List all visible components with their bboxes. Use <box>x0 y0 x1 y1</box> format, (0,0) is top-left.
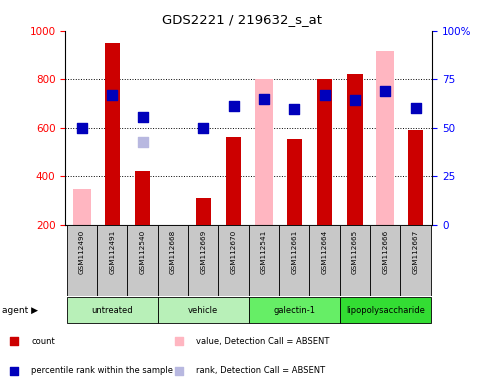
Bar <box>158 297 249 323</box>
Point <box>351 97 359 103</box>
Bar <box>400 225 431 296</box>
Point <box>108 92 116 98</box>
Point <box>260 96 268 102</box>
Point <box>175 338 183 344</box>
Text: GSM112541: GSM112541 <box>261 230 267 274</box>
Text: value, Detection Call = ABSENT: value, Detection Call = ABSENT <box>196 337 329 346</box>
Bar <box>218 225 249 296</box>
Bar <box>376 51 394 225</box>
Bar <box>97 225 128 296</box>
Text: GSM112490: GSM112490 <box>79 230 85 274</box>
Text: GSM112668: GSM112668 <box>170 230 176 274</box>
Text: GSM112664: GSM112664 <box>322 230 327 274</box>
Text: vehicle: vehicle <box>188 306 218 314</box>
Text: GSM112667: GSM112667 <box>412 230 419 274</box>
Text: galectin-1: galectin-1 <box>273 306 315 314</box>
Bar <box>196 198 211 225</box>
Point <box>382 88 389 94</box>
Bar <box>317 79 332 225</box>
Point <box>230 103 238 109</box>
Bar <box>226 137 241 225</box>
Bar <box>67 297 158 323</box>
Text: GSM112670: GSM112670 <box>230 230 237 274</box>
Text: rank, Detection Call = ABSENT: rank, Detection Call = ABSENT <box>196 366 325 376</box>
Bar <box>249 297 340 323</box>
Bar <box>340 225 370 296</box>
Text: GDS2221 / 219632_s_at: GDS2221 / 219632_s_at <box>161 13 322 26</box>
Bar <box>408 130 423 225</box>
Text: agent ▶: agent ▶ <box>2 306 39 314</box>
Bar <box>340 297 431 323</box>
Point <box>412 105 419 111</box>
Bar <box>279 225 310 296</box>
Bar <box>158 225 188 296</box>
Bar <box>370 225 400 296</box>
Point <box>11 368 18 374</box>
Text: untreated: untreated <box>91 306 133 314</box>
Bar <box>347 74 363 225</box>
Point <box>175 368 183 374</box>
Point <box>78 124 86 131</box>
Bar <box>188 225 218 296</box>
Point <box>139 114 146 120</box>
Bar <box>105 43 120 225</box>
Point <box>321 92 328 98</box>
Point <box>199 124 207 131</box>
Bar <box>135 171 150 225</box>
Text: GSM112491: GSM112491 <box>109 230 115 274</box>
Text: GSM112666: GSM112666 <box>382 230 388 274</box>
Bar <box>67 225 97 296</box>
Point <box>139 139 146 145</box>
Bar <box>73 189 91 225</box>
Text: lipopolysaccharide: lipopolysaccharide <box>346 306 425 314</box>
Bar <box>310 225 340 296</box>
Bar <box>249 225 279 296</box>
Text: GSM112669: GSM112669 <box>200 230 206 274</box>
Text: count: count <box>31 337 55 346</box>
Text: percentile rank within the sample: percentile rank within the sample <box>31 366 173 376</box>
Bar <box>287 139 302 225</box>
Bar <box>128 225 158 296</box>
Bar <box>255 79 273 225</box>
Point <box>11 338 18 344</box>
Text: GSM112661: GSM112661 <box>291 230 297 274</box>
Text: GSM112540: GSM112540 <box>140 230 145 274</box>
Point <box>290 106 298 113</box>
Text: GSM112665: GSM112665 <box>352 230 358 274</box>
